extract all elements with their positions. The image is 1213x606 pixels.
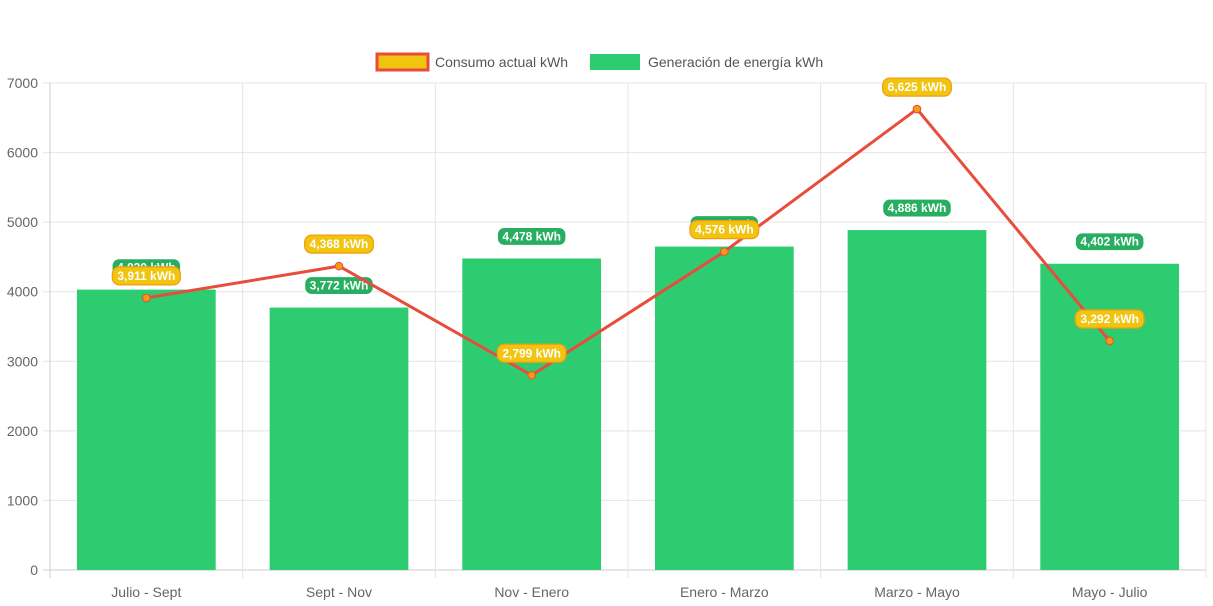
line-data-label-box xyxy=(111,266,181,286)
legend-label-consumo: Consumo actual kWh xyxy=(435,54,568,70)
bar xyxy=(462,258,602,570)
line-series xyxy=(142,104,1114,380)
bar-data-label-text: 3,772 kWh xyxy=(310,279,369,293)
line-data-label-text: 3,292 kWh xyxy=(1080,312,1139,326)
legend-swatch-consumo xyxy=(375,52,430,72)
line-point xyxy=(142,293,151,303)
y-tick-label: 3000 xyxy=(7,353,38,369)
line-data-label-box xyxy=(882,77,952,97)
line-data-label: 2,799 kWh xyxy=(496,343,567,363)
bar-series xyxy=(76,230,1180,570)
y-tick-label: 6000 xyxy=(7,145,38,161)
line-point xyxy=(527,370,536,380)
bar-data-label-box xyxy=(496,226,567,247)
y-tick-label: 7000 xyxy=(7,75,38,91)
line-data-label: 6,625 kWh xyxy=(882,77,952,97)
line-data-label-text: 4,576 kWh xyxy=(695,223,754,237)
bar-data-label-text: 4,402 kWh xyxy=(1080,235,1139,249)
legend: Consumo actual kWh Generación de energía… xyxy=(375,52,823,72)
line-data-label-box xyxy=(496,343,567,363)
bar-data-label: 4,402 kWh xyxy=(1074,232,1145,252)
x-tick-label: Mayo - Julio xyxy=(1072,584,1148,600)
line-data-label-text: 2,799 kWh xyxy=(502,346,561,360)
legend-item-generacion[interactable]: Generación de energía kWh xyxy=(590,54,823,70)
x-tick-label: Sept - Nov xyxy=(306,584,372,600)
bar-data-label-text: 4,478 kWh xyxy=(502,229,561,243)
y-axis: 0 1000 2000 3000 4000 5000 6000 7000 xyxy=(7,75,38,578)
x-tick-label: Julio - Sept xyxy=(111,584,181,600)
legend-label-generacion: Generación de energía kWh xyxy=(648,54,823,70)
line-data-label-text: 3,911 kWh xyxy=(117,269,175,283)
x-tick-label: Marzo - Mayo xyxy=(874,584,960,600)
bar-data-label: 4,886 kWh xyxy=(882,198,952,218)
bar xyxy=(269,307,409,570)
line-data-label-box xyxy=(304,234,374,254)
line-data-label-box xyxy=(1074,309,1145,329)
x-tick-label: Enero - Marzo xyxy=(680,584,769,600)
line-data-label: 3,292 kWh xyxy=(1074,309,1145,329)
line-data-label: 4,576 kWh xyxy=(689,220,760,240)
line-data-labels: 3,911 kWh 4,368 kWh 2,799 kWh 4,576 kWh 6,62… xyxy=(111,77,1145,363)
y-tick-label: 4000 xyxy=(7,284,38,300)
line-path xyxy=(146,107,1111,377)
y-tick-label: 0 xyxy=(30,562,38,578)
bar-data-label: 3,772 kWh xyxy=(304,275,374,296)
gridlines xyxy=(43,82,1207,578)
line-point xyxy=(720,247,729,256)
line-data-label: 3,911 kWh xyxy=(111,266,181,286)
y-tick-label: 1000 xyxy=(7,492,38,508)
x-tick-label: Nov - Enero xyxy=(494,584,569,600)
bar-data-label-box xyxy=(882,198,952,218)
line-point xyxy=(1105,336,1114,346)
bar-data-label-box xyxy=(1074,232,1145,252)
line-data-label-text: 4,368 kWh xyxy=(310,237,369,251)
legend-swatch-generacion xyxy=(590,54,640,70)
bar-data-label-text: 4,886 kWh xyxy=(888,201,947,215)
line-point xyxy=(334,261,344,271)
line-data-label: 4,368 kWh xyxy=(304,234,374,254)
y-tick-label: 5000 xyxy=(7,214,38,230)
bar xyxy=(654,246,794,570)
line-point xyxy=(912,104,922,114)
line-data-label-box xyxy=(689,220,760,240)
bar xyxy=(847,230,987,570)
legend-item-consumo[interactable]: Consumo actual kWh xyxy=(375,52,568,72)
line-data-label-text: 6,625 kWh xyxy=(888,80,947,94)
bar xyxy=(76,289,216,570)
bar-data-label: 4,478 kWh xyxy=(496,226,567,247)
x-axis: Julio - Sept Sept - Nov Nov - Enero Enero -… xyxy=(111,584,1147,600)
y-tick-label: 2000 xyxy=(7,423,38,439)
